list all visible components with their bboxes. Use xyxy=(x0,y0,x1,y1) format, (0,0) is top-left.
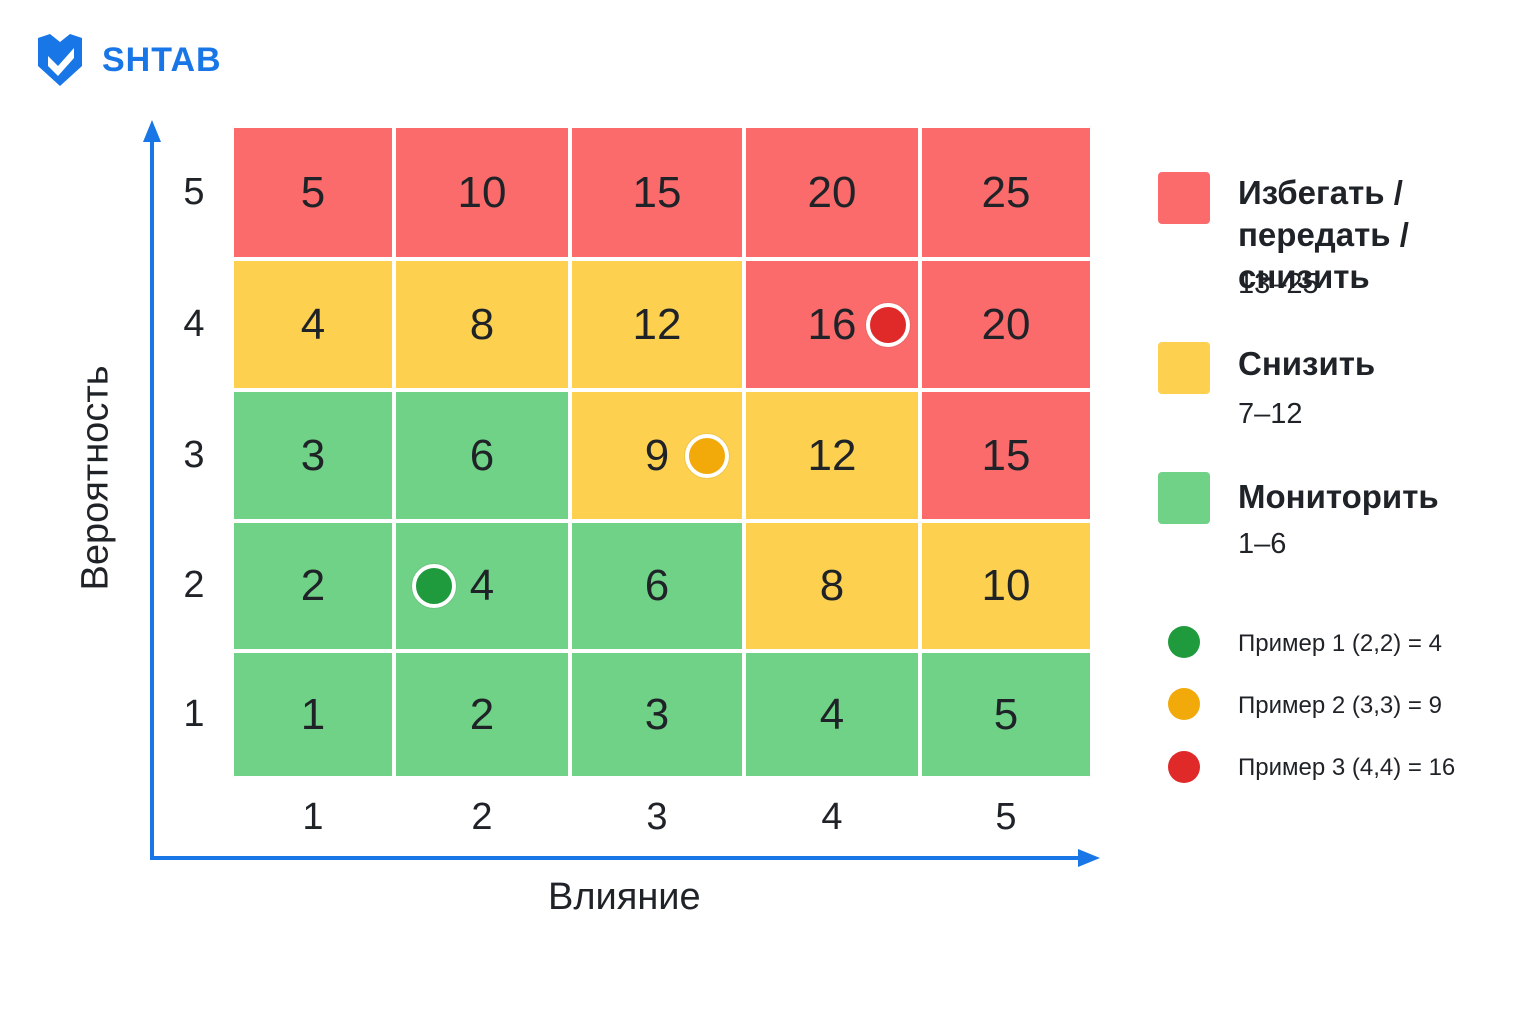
cell-value: 9 xyxy=(644,430,670,480)
cell-value: 15 xyxy=(632,167,682,217)
brand-name: SHTAB xyxy=(102,40,222,79)
cell-value: 4 xyxy=(469,561,495,610)
shield-check-icon xyxy=(38,34,82,86)
y-axis-label: Вероятность xyxy=(74,365,117,591)
cell-value: 20 xyxy=(807,167,857,217)
matrix-cell-p2-i1: 2 xyxy=(232,521,394,651)
example-marker-yellow xyxy=(685,433,729,478)
example-3-label: Пример 3 (4,4) = 16 xyxy=(1238,754,1456,781)
x-tick-label: 3 xyxy=(646,796,668,838)
legend-range-yellow: 7–12 xyxy=(1238,398,1303,430)
matrix-cell-p3-i5: 15 xyxy=(920,390,1092,521)
matrix-cell-p5-i4: 20 xyxy=(744,126,920,259)
matrix-cell-p1-i4: 4 xyxy=(744,651,920,778)
cell-value: 25 xyxy=(981,167,1031,217)
y-tick-label: 3 xyxy=(183,433,205,476)
example-3-dot xyxy=(1168,751,1200,783)
matrix-cell-p2-i3: 6 xyxy=(570,521,744,651)
matrix-cell-p1-i1: 1 xyxy=(232,651,394,778)
matrix-cell-p2-i4: 8 xyxy=(744,521,920,651)
x-tick-label: 2 xyxy=(471,796,493,838)
cell-value: 1 xyxy=(300,689,326,739)
legend-swatch-green xyxy=(1158,472,1210,524)
cell-value: 3 xyxy=(300,430,326,480)
matrix-cell-p3-i4: 12 xyxy=(744,390,920,521)
legend-range-red: 13–25 xyxy=(1238,268,1319,300)
cell-value: 12 xyxy=(632,299,682,349)
cell-value: 12 xyxy=(807,430,857,480)
cell-value: 8 xyxy=(469,299,495,349)
matrix-cell-p3-i1: 3 xyxy=(232,390,394,521)
cell-value: 2 xyxy=(469,689,495,739)
y-tick-label: 4 xyxy=(183,302,205,345)
matrix-cell-p5-i2: 10 xyxy=(394,126,570,259)
cell-value: 6 xyxy=(469,430,495,480)
x-tick-label: 5 xyxy=(995,796,1017,838)
cell-value: 10 xyxy=(457,167,507,217)
matrix-cell-p2-i2: 4 xyxy=(394,521,570,651)
matrix-cell-p4-i1: 4 xyxy=(232,259,394,390)
cell-value: 4 xyxy=(300,299,326,349)
brand-logo: SHTAB xyxy=(36,32,222,88)
risk-matrix: 5 10 15 20 25 4 8 12 16 20 3 6 9 12 15 2 4 6 8 10 1 2 3 4 5 xyxy=(232,126,1092,778)
x-tick-label: 4 xyxy=(821,796,843,838)
example-2-label: Пример 2 (3,3) = 9 xyxy=(1238,692,1442,719)
legend-title-green: Мониторить xyxy=(1238,478,1439,515)
example-marker-green xyxy=(412,564,456,608)
matrix-cell-p1-i3: 3 xyxy=(570,651,744,778)
matrix-cell-p4-i2: 8 xyxy=(394,259,570,390)
matrix-cell-p1-i5: 5 xyxy=(920,651,1092,778)
cell-value: 4 xyxy=(819,689,845,739)
legend-swatch-yellow xyxy=(1158,342,1210,394)
matrix-cell-p4-i3: 12 xyxy=(570,259,744,390)
legend-title-yellow: Снизить xyxy=(1238,345,1376,382)
cell-value: 2 xyxy=(300,561,326,610)
matrix-cell-p5-i1: 5 xyxy=(232,126,394,259)
cell-value: 3 xyxy=(644,689,670,739)
example-1-label: Пример 1 (2,2) = 4 xyxy=(1238,630,1442,657)
y-tick-label: 2 xyxy=(183,564,205,606)
example-2-dot xyxy=(1168,688,1200,720)
cell-value: 5 xyxy=(300,167,326,217)
legend-title-red: Избегать / передать / снизить xyxy=(1238,174,1409,295)
x-tick-label: 1 xyxy=(302,796,324,838)
cell-value: 15 xyxy=(981,430,1031,480)
cell-value: 8 xyxy=(819,561,845,610)
matrix-cell-p2-i5: 10 xyxy=(920,521,1092,651)
matrix-cell-p1-i2: 2 xyxy=(394,651,570,778)
matrix-cell-p5-i3: 15 xyxy=(570,126,744,259)
y-tick-label: 5 xyxy=(183,170,205,213)
cell-value: 10 xyxy=(981,561,1031,610)
legend-swatch-red xyxy=(1158,172,1210,224)
matrix-cell-p4-i5: 20 xyxy=(920,259,1092,390)
matrix-cell-p3-i2: 6 xyxy=(394,390,570,521)
cell-value: 20 xyxy=(981,299,1031,349)
y-tick-label: 1 xyxy=(183,692,205,735)
example-marker-red xyxy=(866,302,910,347)
cell-value: 5 xyxy=(993,689,1019,739)
matrix-cell-p5-i5: 25 xyxy=(920,126,1092,259)
cell-value: 16 xyxy=(807,299,857,349)
x-axis-label: Влияние xyxy=(548,876,701,918)
legend-range-green: 1–6 xyxy=(1238,528,1287,560)
cell-value: 6 xyxy=(644,561,670,610)
example-1-dot xyxy=(1168,626,1200,658)
